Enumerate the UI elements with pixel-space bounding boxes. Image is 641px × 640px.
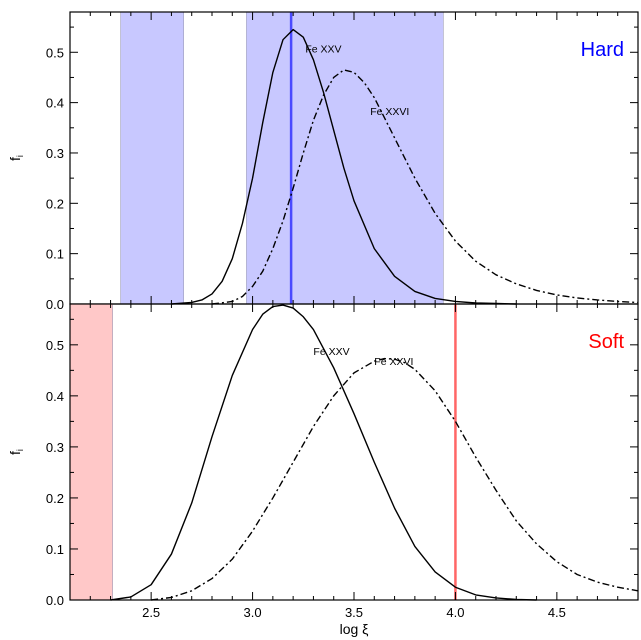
hard-shaded-band-1 xyxy=(246,11,444,305)
soft-y-tick-label: 0.2 xyxy=(46,491,64,506)
soft-series-fe-xxvi xyxy=(151,357,639,601)
hard-panel: 0.0 0.1 0.2 0.3 0.4 0.5 Fe XXV Fe XXVI Hard fi xyxy=(7,11,639,312)
soft-x-tick-label: 3.5 xyxy=(345,605,363,620)
hard-y-tick-label: 0.3 xyxy=(46,146,64,161)
soft-y-tick-label: 0.4 xyxy=(46,389,64,404)
hard-series-fe-xxv xyxy=(171,28,517,305)
hard-y-tick-label: 0.1 xyxy=(46,247,64,262)
soft-curve-label-fe-xxv: Fe XXV xyxy=(313,346,349,358)
hard-y-tick-label: 0.0 xyxy=(46,297,64,312)
hard-y-tick-label: 0.2 xyxy=(46,196,64,211)
soft-x-tick-label: 2.5 xyxy=(142,605,160,620)
soft-y-axis-label: fi xyxy=(7,449,25,455)
soft-y-tick-label: 0.3 xyxy=(46,440,64,455)
hard-y-tick-label: 0.4 xyxy=(46,96,64,111)
soft-y-tick-label: 0.1 xyxy=(46,542,64,557)
hard-series-fe-xxvi xyxy=(211,69,639,305)
soft-plot-frame xyxy=(69,303,639,601)
soft-panel: 0.0 0.1 0.2 0.3 0.4 0.5 2.5 3.0 3.5 4.0 4.5 Fe XX… xyxy=(7,303,639,620)
hard-curve-label-fe-xxv: Fe XXV xyxy=(305,43,341,55)
soft-x-tick-label: 4.0 xyxy=(446,605,464,620)
hard-panel-label: Hard xyxy=(581,39,624,61)
soft-shaded-band-0 xyxy=(69,303,113,601)
soft-y-tick-label: 0.5 xyxy=(46,338,64,353)
soft-curve-label-fe-xxvi: Fe XXVI xyxy=(374,356,413,368)
hard-curve-label-fe-xxvi: Fe XXVI xyxy=(370,106,409,118)
hard-y-tick-label: 0.5 xyxy=(46,45,64,60)
soft-series-fe-xxv xyxy=(110,304,537,601)
soft-y-tick-label: 0.0 xyxy=(46,593,64,608)
hard-y-axis-label: fi xyxy=(7,155,25,161)
soft-x-tick-label: 3.0 xyxy=(244,605,262,620)
soft-x-tick-label: 4.5 xyxy=(548,605,566,620)
x-axis-label: log ξ xyxy=(340,621,369,637)
soft-panel-label: Soft xyxy=(588,331,624,353)
hard-shaded-band-0 xyxy=(120,11,184,305)
